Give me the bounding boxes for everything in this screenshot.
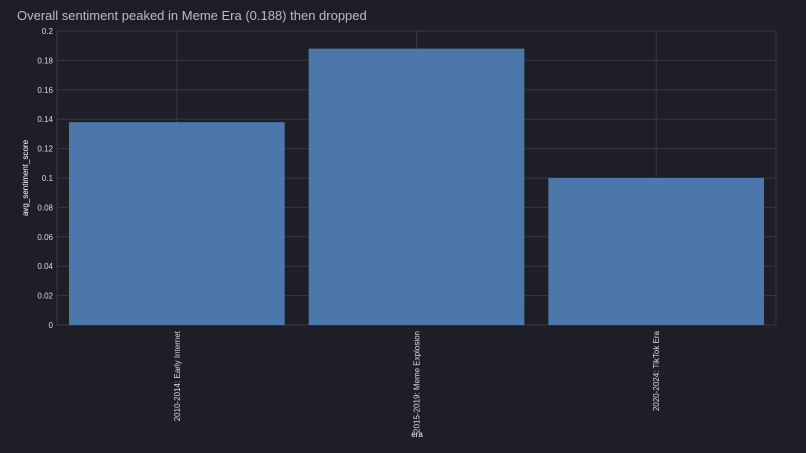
y-tick-label: 0.16 xyxy=(37,86,53,95)
y-tick-label: 0.18 xyxy=(37,56,53,65)
y-tick-label: 0.14 xyxy=(37,115,53,124)
bar xyxy=(308,48,525,325)
y-tick-label: 0.12 xyxy=(37,145,53,154)
x-tick-label: 2015-2019: Meme Explosion xyxy=(413,331,422,433)
x-axis-title: era xyxy=(411,430,423,439)
y-tick-label: 0.1 xyxy=(42,174,54,183)
bars xyxy=(68,48,765,325)
y-tick-label: 0.02 xyxy=(37,292,53,301)
y-tick-label: 0.2 xyxy=(42,27,54,36)
y-axis-title: avg_sentiment_score xyxy=(21,139,30,216)
bar xyxy=(548,178,765,325)
y-tick-label: 0.04 xyxy=(37,262,53,271)
x-tick-label: 2020-2024: TikTok Era xyxy=(652,330,661,411)
x-tick-label: 2010-2014: Early Internet xyxy=(173,330,182,421)
chart-title: Overall sentiment peaked in Meme Era (0.… xyxy=(17,8,367,23)
y-tick-label: 0.08 xyxy=(37,203,53,212)
y-tick-label: 0 xyxy=(49,321,54,330)
axes: 0 0.02 0.04 0.06 0.08 0.1 0.12 0.14 0.16 0.18 0.2 2… xyxy=(37,27,661,433)
y-tick-label: 0.06 xyxy=(37,233,53,242)
bar xyxy=(68,122,285,325)
